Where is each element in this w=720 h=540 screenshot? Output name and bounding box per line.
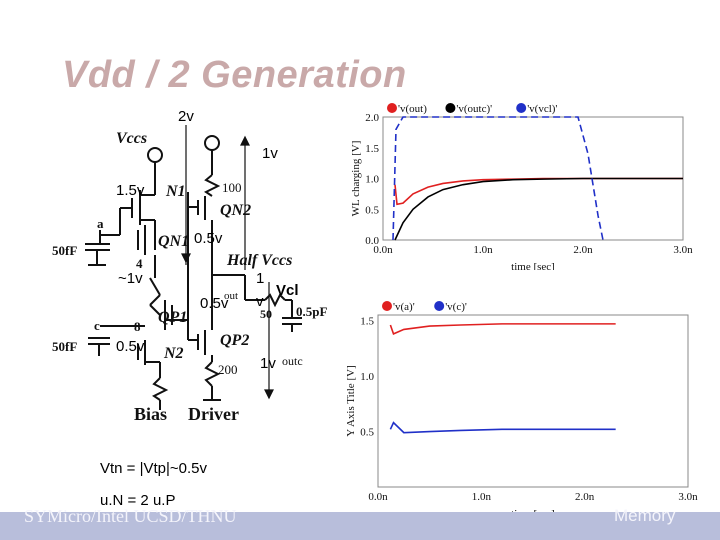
annotation-1v-top: 1v [262, 145, 278, 162]
legend-dot [434, 301, 445, 311]
qn1-label: QN1 [158, 233, 189, 250]
legend-label: 'v(vcl)' [527, 103, 557, 115]
r100-label: 100 [222, 180, 242, 195]
y-tick-label: 0.5 [360, 427, 374, 439]
annotation-2v: 2v [178, 108, 194, 125]
y-tick-label: 2.0 [365, 112, 379, 124]
legend-dot [387, 103, 397, 113]
annotation-0-5v-b: 0.5v [200, 295, 229, 312]
out-label: out [224, 290, 238, 302]
note-un: u.N = 2 u.P [100, 492, 176, 509]
half-vccs-label: Half Vccs [226, 252, 292, 269]
x-tick-label: 1.0n [473, 244, 493, 256]
r200-label: 200 [218, 362, 238, 377]
footer-right-text: Memory [614, 506, 676, 525]
n2-label: N2 [163, 345, 184, 362]
annotation-vcl: Vcl [276, 282, 299, 299]
annotation-0-5v-c: 0.5v [116, 338, 145, 355]
x-tick-label: 3.0n [678, 491, 698, 503]
vccs-right-node [204, 135, 220, 151]
chart-wl-charging: 0.0n 1.0n 2.0n 3.0n 0.0 0.5 1.0 1.5 2.0 time [sec… [350, 103, 693, 270]
annotation-0-5v-a: 0.5v [194, 230, 223, 247]
vccs-left-node [147, 147, 163, 163]
vccs-left-label: Vccs [116, 130, 147, 147]
r50-label: 50 [260, 307, 272, 321]
y-tick-label: 1.5 [365, 143, 379, 155]
x-tick-label: 0.0n [373, 244, 393, 256]
cap-out-label: 0.5pF [296, 304, 327, 319]
y-axis-label: Y Axis Title [V] [345, 365, 357, 436]
series-line [389, 323, 616, 335]
legend-label: 'v(a)' [393, 301, 415, 313]
annotation-1v-bottom: 1v [260, 355, 276, 372]
x-tick-label: 0.0n [368, 491, 388, 503]
x-tick-label: 2.0n [573, 244, 593, 256]
y-tick-label: 0.0 [365, 235, 379, 247]
node-a-label: a [97, 216, 104, 231]
node4-label: 4 [136, 256, 143, 271]
note-vtn: Vtn = |Vtp|~0.5v [100, 460, 208, 477]
slide-title: Vdd / 2 Generation [62, 54, 407, 96]
x-tick-label: 3.0n [673, 244, 693, 256]
cap-c-label: 50fF [52, 339, 77, 354]
y-axis-label: WL charging [V] [350, 141, 362, 217]
y-tick-label: 0.5 [365, 204, 379, 216]
annotation-approx-1v: ~1v [118, 270, 143, 287]
legend-label: 'v(c)' [445, 301, 467, 313]
annotation-1: 1 [256, 270, 265, 287]
qp1-label: QP1 [158, 309, 187, 326]
x-tick-label: 2.0n [575, 491, 595, 503]
plot-frame [377, 314, 689, 488]
node8-label: 8 [134, 319, 141, 334]
y-tick-label: 1.5 [360, 316, 374, 328]
legend-label: 'v(out) [398, 103, 427, 115]
footer-left-text: SYMicro/Intel UCSD/THNU [24, 506, 237, 526]
annotation-v: v [256, 293, 264, 310]
n1-label: N1 [165, 183, 186, 200]
qp2-label: QP2 [220, 332, 249, 349]
node-c-label: c [94, 318, 100, 333]
cap-a-label: 50fF [52, 243, 77, 258]
y-tick-label: 1.0 [360, 371, 374, 383]
bias-label: Bias [134, 404, 167, 424]
legend-label: 'v(outc)' [456, 103, 492, 115]
annotation-1-5v: 1.5v [116, 182, 145, 199]
series-line [392, 116, 604, 241]
footer-bar [0, 512, 720, 540]
series-line [389, 421, 616, 434]
y-tick-label: 1.0 [365, 174, 379, 186]
series-line [394, 177, 683, 241]
qn2-label: QN2 [220, 202, 251, 219]
legend-dot [382, 301, 392, 311]
legend-dot [445, 103, 456, 113]
outc-label: outc [282, 354, 303, 368]
x-axis-label: time [sec] [511, 261, 555, 270]
driver-label: Driver [188, 404, 239, 424]
chart-va-vc: 0.0n1.0n2.0n3.0n0.51.01.5time [sec]Y Axi… [345, 301, 698, 520]
legend-dot [516, 103, 527, 113]
x-tick-label: 1.0n [472, 491, 492, 503]
